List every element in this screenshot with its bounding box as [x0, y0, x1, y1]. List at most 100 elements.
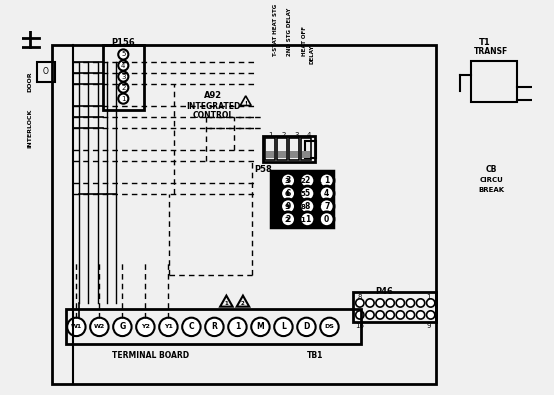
Text: 7: 7	[316, 204, 321, 210]
Text: INTERLOCK: INTERLOCK	[27, 108, 32, 148]
Circle shape	[376, 311, 384, 319]
Circle shape	[113, 318, 132, 336]
Circle shape	[118, 71, 129, 82]
Text: 1: 1	[316, 179, 321, 184]
Text: A92: A92	[204, 91, 223, 100]
Text: HEAT OFF: HEAT OFF	[302, 26, 307, 56]
Text: 1: 1	[427, 294, 431, 301]
Bar	[266, 151, 274, 158]
Text: 3: 3	[294, 132, 299, 137]
Circle shape	[319, 212, 334, 227]
Circle shape	[136, 318, 155, 336]
Circle shape	[281, 173, 295, 188]
Text: R: R	[212, 322, 217, 331]
Bar	[103, 45, 143, 110]
Circle shape	[300, 199, 315, 214]
Text: 3: 3	[285, 179, 290, 184]
Circle shape	[319, 173, 334, 188]
Circle shape	[297, 318, 316, 336]
Text: 3: 3	[285, 176, 291, 185]
Bar	[289, 138, 299, 160]
Text: 1: 1	[305, 215, 310, 224]
Circle shape	[406, 311, 414, 319]
Text: 2: 2	[285, 217, 290, 223]
Circle shape	[406, 299, 414, 307]
Text: 2: 2	[281, 132, 286, 137]
Text: P58: P58	[254, 165, 272, 174]
Circle shape	[366, 311, 374, 319]
Text: 1: 1	[235, 322, 240, 331]
Bar	[353, 292, 436, 322]
Text: 9: 9	[285, 202, 291, 211]
Circle shape	[296, 214, 309, 227]
Text: 8: 8	[357, 294, 362, 301]
Circle shape	[386, 311, 394, 319]
Text: 2: 2	[300, 179, 305, 184]
Circle shape	[366, 299, 374, 307]
Text: 2ND STG DELAY: 2ND STG DELAY	[288, 8, 293, 56]
Bar	[66, 309, 361, 344]
Text: 5: 5	[300, 191, 305, 198]
Circle shape	[396, 311, 404, 319]
Text: 6: 6	[285, 189, 291, 198]
Text: 8: 8	[305, 202, 310, 211]
Circle shape	[319, 199, 334, 214]
Circle shape	[296, 175, 309, 188]
Text: !: !	[244, 101, 247, 106]
Text: 8: 8	[300, 204, 305, 210]
Bar	[471, 61, 517, 102]
Text: 7: 7	[324, 202, 330, 211]
Text: W2: W2	[94, 324, 105, 329]
Bar	[277, 138, 287, 160]
Circle shape	[296, 188, 309, 201]
Text: 1: 1	[268, 132, 273, 137]
Circle shape	[356, 311, 364, 319]
Circle shape	[300, 212, 315, 227]
Circle shape	[281, 201, 294, 214]
Text: 1: 1	[324, 176, 329, 185]
Text: CIRCU: CIRCU	[480, 177, 504, 182]
Text: M: M	[257, 322, 264, 331]
Text: 4: 4	[316, 191, 321, 198]
Text: CONTROL: CONTROL	[193, 111, 234, 120]
Circle shape	[67, 318, 85, 336]
Circle shape	[205, 318, 224, 336]
Circle shape	[300, 186, 315, 201]
Circle shape	[396, 299, 404, 307]
Text: 3: 3	[121, 73, 126, 79]
Text: 0: 0	[324, 215, 329, 224]
Bar	[305, 141, 316, 158]
Circle shape	[427, 299, 435, 307]
Circle shape	[296, 201, 309, 214]
Text: 2: 2	[241, 301, 245, 307]
Text: DOOR: DOOR	[27, 72, 32, 92]
Text: 2: 2	[285, 215, 291, 224]
Circle shape	[159, 318, 178, 336]
Circle shape	[118, 83, 129, 93]
Bar	[37, 62, 55, 82]
Circle shape	[356, 299, 364, 307]
Text: TRANSF: TRANSF	[474, 47, 509, 56]
Text: 6: 6	[285, 191, 290, 198]
Text: D: D	[303, 322, 310, 331]
Circle shape	[118, 49, 129, 60]
Bar	[290, 151, 298, 158]
Text: INTEGRATED: INTEGRATED	[186, 102, 240, 111]
Text: L: L	[281, 322, 286, 331]
Text: 2: 2	[305, 176, 310, 185]
Circle shape	[320, 318, 338, 336]
Circle shape	[376, 299, 384, 307]
Text: DS: DS	[325, 324, 335, 329]
Circle shape	[281, 186, 295, 201]
Circle shape	[300, 173, 315, 188]
Text: G: G	[119, 322, 126, 331]
Circle shape	[319, 186, 334, 201]
Text: DELAY: DELAY	[310, 44, 315, 64]
Circle shape	[274, 318, 293, 336]
Circle shape	[281, 199, 295, 214]
Text: 9: 9	[285, 204, 290, 210]
Circle shape	[281, 212, 295, 227]
Text: 16: 16	[355, 323, 365, 329]
Circle shape	[281, 188, 294, 201]
Text: 4: 4	[121, 62, 126, 68]
